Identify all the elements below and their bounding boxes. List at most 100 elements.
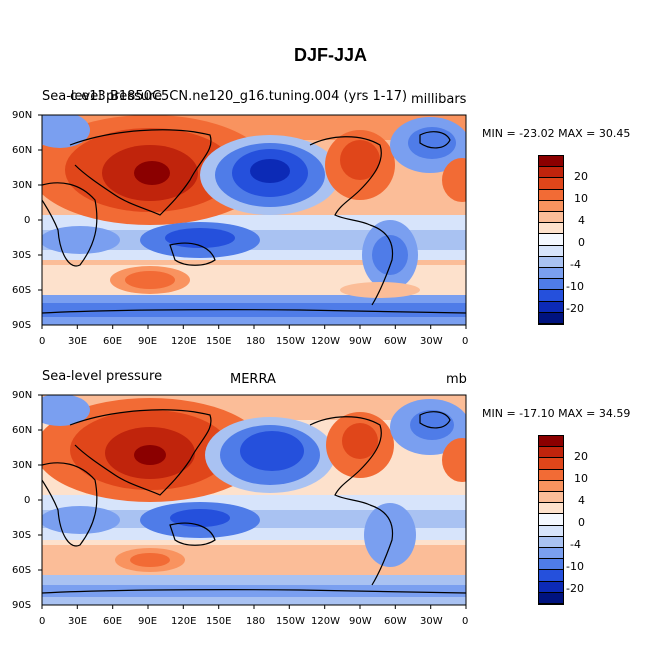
lon-label: 90E [138, 336, 158, 347]
colorbar-swatch [539, 256, 563, 269]
panel2-units: mb [446, 372, 467, 387]
colorbar-label: 10 [574, 192, 588, 205]
figure-title: DJF-JJA [293, 45, 368, 65]
panel1-coastlines [42, 129, 466, 314]
colorbar-label: -4 [570, 538, 581, 551]
colorbar-swatch [539, 480, 563, 493]
lat-label: 30S [12, 530, 32, 541]
colorbar-swatch [539, 245, 563, 257]
colorbar-label: -20 [566, 302, 584, 315]
lat-label: 0 [24, 215, 31, 226]
lat-label: 90S [12, 320, 32, 331]
panel1-lat-ticks [38, 114, 42, 291]
lon-label: 90E [138, 616, 158, 627]
panel1-left-label: Sea-level pressure [42, 89, 163, 104]
lon-label: 30E [68, 336, 88, 347]
panel2-min-max: MIN = -17.10 MAX = 34.59 [482, 407, 631, 420]
colorbar-label: -10 [566, 280, 584, 293]
lon-label: 0 [462, 336, 469, 347]
lat-label: 30N [12, 460, 33, 471]
colorbar-label: 0 [578, 236, 585, 249]
lat-label: 0 [24, 495, 31, 506]
panel2-lon-ticks [41, 605, 467, 609]
colorbar-label: -10 [566, 560, 584, 573]
colorbar-swatch [539, 290, 563, 302]
colorbar-swatch [539, 492, 563, 504]
panel1-colorbar-swatches [539, 156, 563, 325]
colorbar-swatch [539, 469, 563, 481]
colorbar-swatch [539, 301, 563, 313]
colorbar-swatch [539, 458, 563, 470]
panel2-lat-ticks [38, 394, 42, 571]
colorbar-swatch [539, 189, 563, 201]
colorbar-swatch [539, 223, 563, 235]
lon-label: 0 [462, 616, 469, 627]
panel2-center-label: MERRA [230, 372, 276, 387]
colorbar-swatch [539, 592, 563, 605]
lat-label: 60S [12, 285, 32, 296]
lon-label: 60E [103, 336, 123, 347]
colorbar-swatch [539, 200, 563, 213]
lon-label: 180 [246, 616, 266, 627]
panel2-coastlines [42, 409, 466, 594]
colorbar-label: 10 [574, 472, 588, 485]
colorbar-swatch [539, 178, 563, 190]
lon-label: 120W [311, 616, 340, 627]
panel1-min-max: MIN = -23.02 MAX = 30.45 [482, 127, 631, 140]
colorbar-label: 4 [578, 214, 585, 227]
lat-label: 30N [12, 180, 33, 191]
colorbar-swatch [539, 548, 563, 560]
lon-label: 90W [349, 336, 372, 347]
lon-label: 30W [420, 616, 443, 627]
lat-label: 60N [12, 145, 33, 156]
colorbar-swatch [539, 279, 563, 291]
colorbar-swatch [539, 447, 563, 459]
colorbar-swatch [539, 167, 563, 179]
lon-label: 150E [206, 336, 232, 347]
lon-label: 60W [384, 616, 407, 627]
lon-label: 150W [276, 616, 305, 627]
lat-label: 90N [12, 390, 33, 401]
colorbar-swatch [539, 212, 563, 224]
panel2-colorbar [538, 435, 564, 605]
panel2-left-label: Sea-level pressure [42, 369, 163, 384]
panel2-map [38, 394, 467, 609]
lon-label: 150W [276, 336, 305, 347]
colorbar-swatch [539, 525, 563, 537]
colorbar-label: -20 [566, 582, 584, 595]
lon-label: 30E [68, 616, 88, 627]
lon-label: 120E [171, 336, 197, 347]
colorbar-label: 0 [578, 516, 585, 529]
colorbar-label: 4 [578, 494, 585, 507]
lon-label: 60E [103, 616, 123, 627]
panel1-contour-field [42, 115, 466, 325]
colorbar-swatch [539, 581, 563, 593]
colorbar-swatch [539, 559, 563, 571]
colorbar-swatch [539, 536, 563, 549]
lon-label: 120W [311, 336, 340, 347]
lat-label: 60S [12, 565, 32, 576]
lon-label: 30W [420, 336, 443, 347]
panel1-colorbar [538, 155, 564, 325]
lon-label: 0 [39, 616, 46, 627]
lon-label: 60W [384, 336, 407, 347]
colorbar-swatch [539, 436, 563, 448]
lon-label: 180 [246, 336, 266, 347]
panel1-map [38, 114, 467, 329]
colorbar-swatch [539, 268, 563, 280]
colorbar-swatch [539, 234, 563, 246]
panel1-center-label: c.e13.B1850C5CN.ne120_g16.tuning.004 (yr… [70, 89, 408, 104]
colorbar-label: 20 [574, 170, 588, 183]
lat-label: 60N [12, 425, 33, 436]
colorbar-swatch [539, 570, 563, 582]
colorbar-swatch [539, 503, 563, 515]
lon-label: 0 [39, 336, 46, 347]
panel1-lon-ticks [41, 325, 467, 329]
lon-label: 150E [206, 616, 232, 627]
lon-label: 90W [349, 616, 372, 627]
lat-label: 90N [12, 110, 33, 121]
lat-label: 30S [12, 250, 32, 261]
colorbar-swatch [539, 514, 563, 526]
panel2-contour-field [42, 395, 466, 605]
lat-label: 90S [12, 600, 32, 611]
